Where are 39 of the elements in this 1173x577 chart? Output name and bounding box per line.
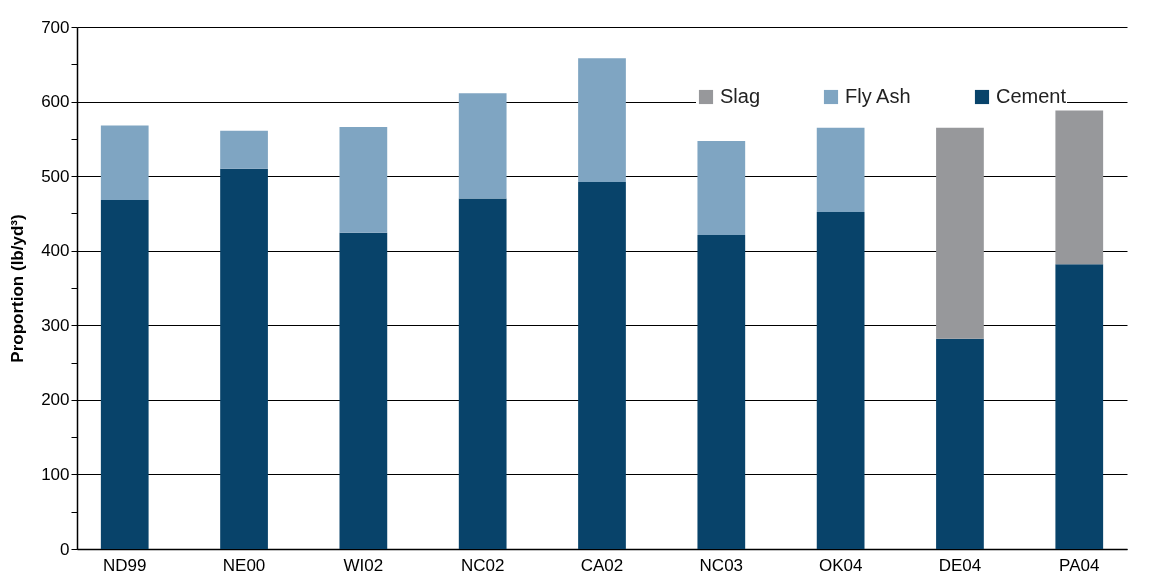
x-tick-label: OK04 [818,555,863,575]
y-tick-label: 500 [41,166,70,186]
y-tick-label: 400 [41,241,70,261]
bar [1055,264,1104,549]
y-tick-label: 0 [60,539,70,559]
y-axis-title: Proportion (lb/yd³) [8,214,28,363]
bar [339,126,388,233]
bar [816,127,865,212]
bar [220,168,268,549]
bar [936,338,984,549]
y-tick-label: 600 [41,92,70,112]
y-tick-label: 700 [41,17,70,37]
x-tick-label: NC03 [699,555,744,575]
y-tick-label: 100 [41,464,70,484]
bar [816,211,865,549]
legend-label: Fly Ash [845,85,911,107]
y-tick-label: 200 [41,390,70,410]
x-tick-label: NE00 [222,555,266,575]
y-tick-label: 300 [41,315,70,335]
x-tick-label: CA02 [580,555,624,575]
bar [697,141,746,236]
legend-label: Cement [996,85,1067,107]
bar [936,127,984,339]
x-tick-label: ND99 [102,555,147,575]
bar [220,130,268,169]
bar [578,58,626,183]
bar [578,182,626,549]
bar [1055,110,1104,265]
x-tick-label: PA04 [1059,555,1100,575]
bar [458,198,507,549]
bar [697,235,746,549]
legend-label: Slag [720,85,761,107]
bar [100,125,149,201]
x-tick-label: DE04 [938,555,982,575]
bar [100,200,149,549]
bar [339,232,388,549]
bar [458,93,507,199]
x-tick-label: NC02 [460,555,505,575]
x-tick-label: WI02 [343,555,384,575]
